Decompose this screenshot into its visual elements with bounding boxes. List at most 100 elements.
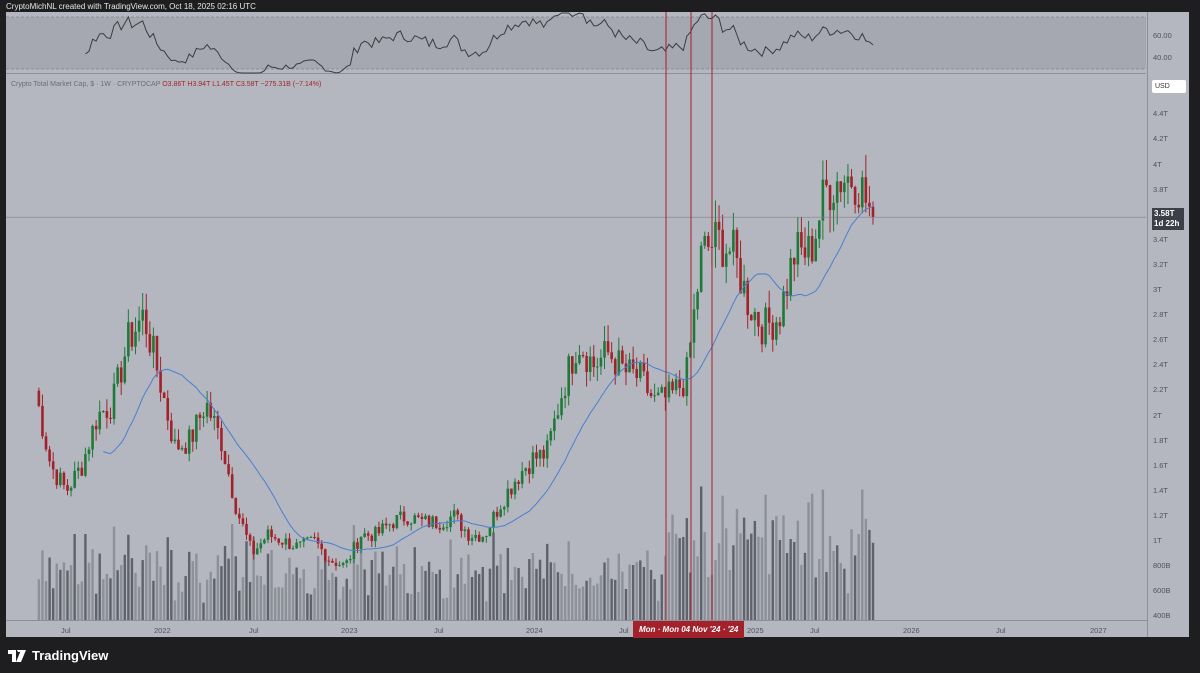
- volume-bar: [470, 576, 474, 620]
- currency-button[interactable]: USD: [1152, 80, 1186, 93]
- candle-body: [377, 526, 381, 534]
- volume-bar: [585, 580, 588, 620]
- time-tick: 2025: [747, 626, 764, 635]
- price-tick: 4.2T: [1153, 134, 1169, 144]
- candle-body: [839, 181, 843, 193]
- price-plot[interactable]: [6, 12, 1189, 637]
- candle-body: [538, 449, 542, 459]
- candle-body: [252, 540, 255, 555]
- candle-body: [492, 511, 495, 528]
- candle-body: [864, 177, 868, 203]
- volume-bar: [87, 562, 91, 620]
- volume-bar: [284, 573, 288, 620]
- volume-bar: [205, 579, 209, 620]
- candle-body: [850, 176, 853, 188]
- volume-bar: [123, 554, 126, 620]
- price-tick: 2.6T: [1153, 335, 1169, 345]
- volume-bar: [356, 564, 359, 620]
- volume-bar: [198, 582, 202, 620]
- candle-body: [266, 529, 270, 540]
- volume-bar: [173, 600, 177, 620]
- candle-body: [195, 414, 198, 442]
- volume-bar: [445, 597, 449, 620]
- candle-body: [639, 362, 642, 379]
- volume-bar: [295, 567, 298, 620]
- candle-body: [374, 526, 377, 542]
- candle-body: [642, 362, 646, 372]
- rsi-pane[interactable]: [6, 12, 1146, 74]
- chart-area[interactable]: 60.00 40.00 Crypto Total Market Cap, $ ·…: [6, 12, 1189, 638]
- tradingview-logo[interactable]: TradingView: [8, 648, 108, 663]
- candle-body: [442, 527, 445, 530]
- volume-bar: [73, 533, 76, 620]
- volume-bar: [370, 560, 373, 620]
- volume-bar: [234, 556, 237, 620]
- candle-body: [796, 232, 800, 265]
- volume-bar: [463, 583, 467, 620]
- time-tick: 2023: [341, 626, 358, 635]
- candle-body: [166, 398, 170, 421]
- candle-body: [98, 411, 102, 430]
- open-value: O3.86T: [162, 81, 186, 88]
- candle-body: [574, 363, 578, 374]
- candle-body: [628, 359, 631, 373]
- candle-body: [717, 221, 721, 230]
- rsi-line: [85, 12, 874, 74]
- time-tick: Jul: [810, 626, 820, 635]
- candle-body: [660, 387, 664, 393]
- candle-body: [524, 468, 528, 472]
- volume-bar: [427, 561, 431, 620]
- price-tick: 2T: [1153, 410, 1162, 420]
- volume-bar: [409, 593, 413, 620]
- volume-bar: [767, 574, 771, 620]
- volume-bar: [510, 580, 513, 620]
- candle-body: [860, 177, 864, 208]
- volume-bar: [352, 525, 356, 620]
- volume-bar: [270, 549, 273, 620]
- candle-body: [424, 515, 427, 520]
- candle-body: [728, 251, 732, 254]
- candle-body: [84, 454, 87, 476]
- candle-body: [807, 235, 810, 258]
- volume-bar: [821, 489, 825, 620]
- candle-body: [477, 534, 481, 542]
- candle-body: [649, 392, 653, 397]
- volume-bar: [413, 547, 416, 620]
- candle-body: [238, 513, 241, 519]
- candle-body: [417, 515, 420, 517]
- volume-bar: [742, 517, 746, 620]
- volume-bar: [871, 542, 875, 620]
- volume-bar: [331, 572, 334, 620]
- candle-body: [467, 529, 470, 541]
- volume-bar: [542, 578, 545, 620]
- volume-bar: [646, 550, 649, 620]
- moving-average-line: [103, 205, 874, 552]
- candle-body: [359, 536, 363, 549]
- volume-bar: [399, 574, 402, 620]
- candle-body: [399, 511, 402, 515]
- volume-bar: [520, 576, 524, 620]
- candle-body: [59, 472, 62, 486]
- volume-bar: [363, 569, 366, 620]
- candle-body: [685, 357, 689, 397]
- candle-body: [388, 524, 391, 526]
- candle-body: [753, 311, 757, 321]
- volume-bar: [313, 588, 316, 620]
- volume-bar: [55, 563, 58, 620]
- volume-bar: [814, 577, 817, 620]
- volume-bar: [309, 594, 313, 620]
- candle-body: [363, 533, 366, 537]
- candle-body: [295, 542, 298, 549]
- price-tick: 800B: [1153, 561, 1171, 571]
- volume-bar: [796, 520, 800, 620]
- candle-body: [277, 538, 281, 543]
- price-tick: 400B: [1153, 611, 1171, 621]
- bar-countdown: 1d 22h: [1154, 219, 1180, 228]
- candle-body: [62, 472, 66, 486]
- candle-body: [531, 452, 535, 474]
- candle-body: [746, 280, 749, 316]
- time-axis[interactable]: Jul 2022 Jul 2023 Jul 2024 Jul 2025 Jul 2026 Jul 20…: [6, 620, 1147, 638]
- candle-body: [792, 257, 796, 265]
- candle-body: [366, 533, 370, 536]
- volume-bar: [846, 593, 850, 620]
